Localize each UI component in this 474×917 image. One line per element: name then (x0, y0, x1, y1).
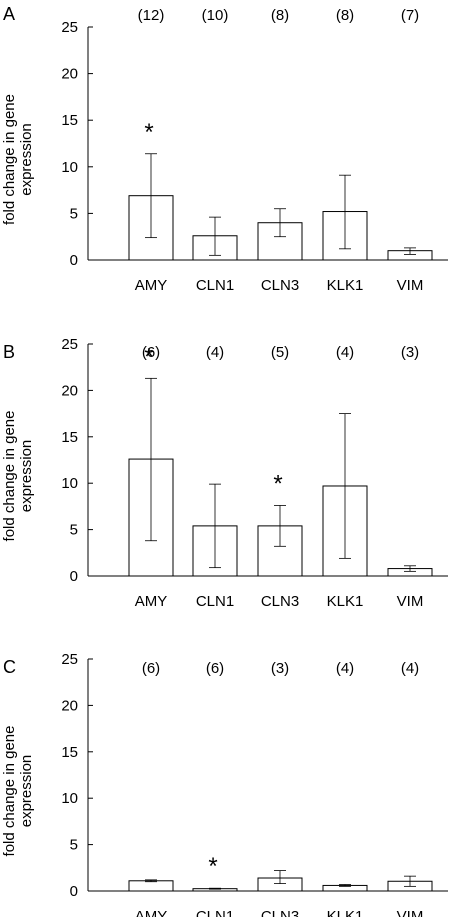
significance-star: * (144, 119, 153, 146)
sample-count-label: (6) (206, 660, 224, 677)
sample-count-label: (3) (401, 344, 419, 361)
x-tick-label: KLK1 (327, 277, 364, 294)
panel-c: C 0 5 10 15 20 25 fold change in geneexpression… (1, 651, 448, 917)
y-axis-label: fold change in geneexpression (1, 411, 35, 542)
y-tick-label: 25 (61, 651, 78, 668)
significance-star: * (144, 343, 153, 370)
error-bar-vim (404, 875, 416, 887)
bar-cln3 (257, 222, 303, 261)
x-tick-label: VIM (397, 277, 424, 294)
panel-letter: B (3, 342, 15, 362)
y-tick-label: 25 (61, 19, 78, 36)
error-bar-klk1 (339, 884, 351, 887)
x-tick-label: CLN3 (261, 593, 299, 610)
y-tick-label: 10 (61, 159, 78, 176)
bar-amy (128, 880, 174, 892)
error-bar-amy (145, 153, 157, 239)
panel-a: A 0 5 10 15 20 25 fold change in geneexpression… (1, 4, 448, 294)
y-tick-label: 15 (61, 112, 78, 129)
error-bar-vim (404, 565, 416, 572)
error-bar-klk1 (339, 174, 351, 250)
x-tick-label: AMY (135, 277, 168, 294)
error-bar-vim (404, 247, 416, 255)
panel-letter: A (3, 4, 15, 24)
error-bar-cln3 (274, 870, 286, 884)
error-bar-cln1 (209, 216, 221, 256)
y-tick-label: 15 (61, 429, 78, 446)
x-tick-label: CLN1 (196, 908, 234, 917)
error-bar-cln1 (209, 483, 221, 569)
sample-count-label: (4) (336, 660, 354, 677)
x-tick-label: AMY (135, 908, 168, 917)
y-tick-label: 20 (61, 66, 78, 83)
panel-letter: C (3, 657, 16, 677)
sample-count-label: (3) (271, 660, 289, 677)
error-bar-amy (145, 879, 157, 883)
sample-count-label: (4) (336, 344, 354, 361)
sample-count-label: (6) (142, 660, 160, 677)
y-tick-label: 10 (61, 790, 78, 807)
sample-count-label: (12) (138, 7, 165, 24)
y-tick-label: 20 (61, 697, 78, 714)
sample-count-label: (5) (271, 344, 289, 361)
sample-count-label: (6) (142, 344, 160, 361)
x-tick-label: VIM (397, 908, 424, 917)
x-tick-label: KLK1 (327, 908, 364, 917)
significance-star: * (273, 470, 282, 497)
y-tick-label: 15 (61, 744, 78, 761)
y-tick-label: 5 (70, 837, 78, 854)
y-axis-label: fold change in geneexpression (1, 94, 35, 225)
error-bar-cln3 (274, 208, 286, 238)
y-tick-label: 5 (70, 205, 78, 222)
x-tick-label: CLN3 (261, 277, 299, 294)
sample-count-label: (8) (336, 7, 354, 24)
y-axis-label: fold change in geneexpression (1, 726, 35, 857)
sample-count-label: (4) (206, 344, 224, 361)
y-tick-label: 20 (61, 382, 78, 399)
panel-b: B 0 5 10 15 20 25 fold change in geneexpression… (1, 336, 448, 610)
error-bar-amy (145, 377, 157, 542)
x-tick-label: CLN1 (196, 277, 234, 294)
x-tick-label: CLN1 (196, 593, 234, 610)
y-tick-label: 0 (70, 568, 78, 585)
significance-star: * (208, 853, 217, 880)
sample-count-label: (8) (271, 7, 289, 24)
error-bar-cln3 (274, 505, 286, 547)
y-tick-label: 0 (70, 883, 78, 900)
y-tick-label: 0 (70, 252, 78, 269)
x-tick-label: AMY (135, 593, 168, 610)
y-tick-label: 5 (70, 522, 78, 539)
x-tick-label: KLK1 (327, 593, 364, 610)
y-tick-label: 10 (61, 475, 78, 492)
sample-count-label: (10) (202, 7, 229, 24)
x-tick-label: CLN3 (261, 908, 299, 917)
x-tick-label: VIM (397, 593, 424, 610)
y-tick-label: 25 (61, 336, 78, 353)
sample-count-label: (4) (401, 660, 419, 677)
error-bar-klk1 (339, 413, 351, 559)
sample-count-label: (7) (401, 7, 419, 24)
error-bar-cln1 (209, 887, 221, 890)
